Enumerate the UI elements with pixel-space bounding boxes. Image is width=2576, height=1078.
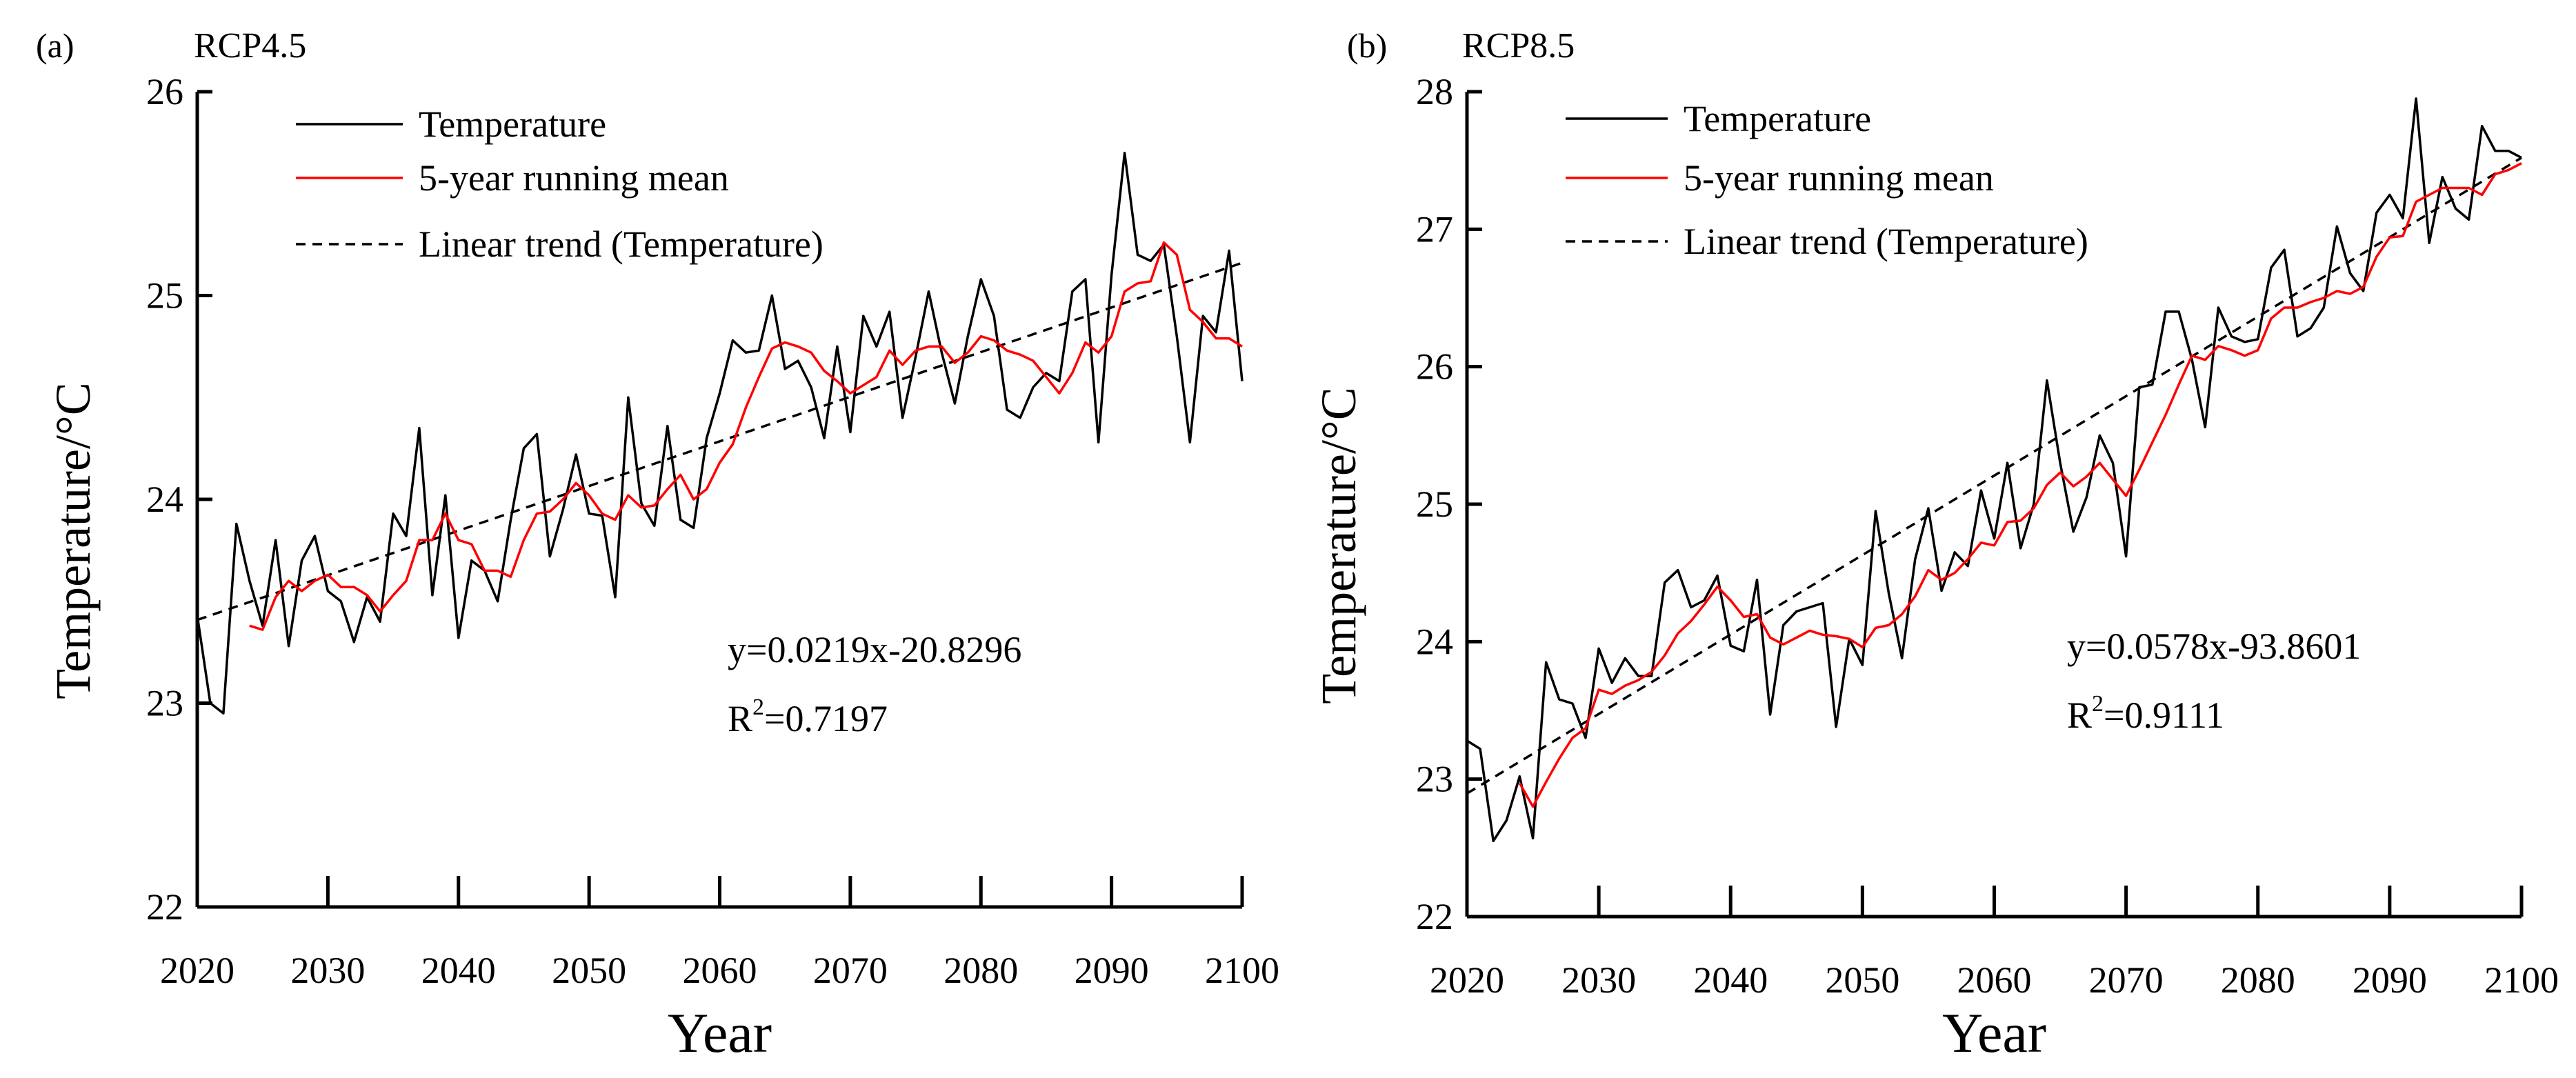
y-tick-label: 22 — [146, 886, 183, 928]
r-squared-label: R2=0.7197 — [728, 695, 888, 739]
linear-trend-line — [1466, 157, 2522, 795]
panel-title: RCP4.5 — [194, 26, 306, 66]
x-tick-label: 2040 — [1693, 959, 1768, 1001]
y-tick-label: 26 — [146, 71, 183, 112]
regression-equation: y=0.0578x-93.8601 — [2067, 626, 2361, 667]
x-axis-label: Year — [1942, 1001, 2046, 1064]
x-tick-label: 2100 — [1205, 950, 1279, 991]
panel-b-rcp85: (b) RCP8.5 22 23 24 25 26 27 28 2020 2030 2040 2050 2… — [1311, 26, 2559, 1064]
x-tick-label: 2070 — [813, 950, 888, 991]
y-tick-label: 24 — [1416, 621, 1453, 662]
y-tick-label: 23 — [146, 683, 183, 724]
running-mean-line — [1518, 162, 2522, 808]
y-tick-label: 25 — [1416, 483, 1453, 525]
y-axis-label: Temperature/°C — [46, 382, 101, 699]
x-tick-label: 2020 — [160, 950, 234, 991]
legend-entry: Linear trend (Temperature) — [419, 223, 823, 265]
r-symbol: R — [728, 698, 752, 739]
r-superscript: 2 — [2092, 691, 2104, 717]
x-axis-label: Year — [668, 1001, 772, 1064]
y-tick-label: 26 — [1416, 346, 1453, 388]
panel-label: (b) — [1347, 26, 1387, 65]
legend-entry: Linear trend (Temperature) — [1684, 221, 2088, 262]
r-superscript: 2 — [752, 695, 764, 720]
y-axis-label: Temperature/°C — [1311, 387, 1366, 704]
r-symbol: R — [2067, 695, 2092, 736]
x-tick-label: 2060 — [683, 950, 757, 991]
r-squared-value: =0.9111 — [2104, 695, 2224, 736]
y-tick-label: 22 — [1416, 896, 1453, 937]
x-tick-label: 2080 — [2221, 959, 2295, 1001]
x-tick-label: 2100 — [2484, 959, 2559, 1001]
r-squared-label: R2=0.9111 — [2067, 691, 2224, 736]
panel-label: (a) — [36, 26, 74, 65]
legend-entry: 5-year running mean — [419, 157, 729, 199]
r-squared-value: =0.7197 — [764, 698, 888, 739]
y-tick-label: 28 — [1416, 71, 1453, 112]
x-tick-label: 2090 — [1075, 950, 1149, 991]
x-tick-label: 2060 — [1957, 959, 2032, 1001]
x-tick-label: 2020 — [1430, 959, 1504, 1001]
legend-entry: Temperature — [419, 103, 606, 145]
panel-title: RCP8.5 — [1462, 26, 1575, 66]
legend-entry: 5-year running mean — [1684, 157, 1994, 199]
regression-equation: y=0.0219x-20.8296 — [728, 629, 1021, 670]
y-tick-label: 24 — [146, 479, 183, 520]
temperature-line — [1466, 97, 2522, 843]
y-tick-label: 27 — [1416, 208, 1453, 250]
x-tick-label: 2030 — [1561, 959, 1636, 1001]
x-tick-label: 2050 — [1825, 959, 1899, 1001]
x-tick-label: 2070 — [2089, 959, 2164, 1001]
panel-a-rcp45: (a) RCP4.5 22 23 24 25 26 2020 2030 2040 2050 2060 2… — [36, 26, 1279, 1064]
x-tick-label: 2040 — [421, 950, 496, 991]
temperature-line — [196, 151, 1244, 715]
x-tick-label: 2030 — [290, 950, 365, 991]
linear-trend-line — [197, 261, 1243, 621]
x-tick-label: 2090 — [2353, 959, 2427, 1001]
x-tick-label: 2080 — [943, 950, 1018, 991]
legend-entry: Temperature — [1684, 98, 1871, 139]
y-tick-label: 23 — [1416, 759, 1453, 800]
y-tick-label: 25 — [146, 275, 183, 317]
running-mean-line — [249, 241, 1243, 631]
x-tick-label: 2050 — [552, 950, 626, 991]
